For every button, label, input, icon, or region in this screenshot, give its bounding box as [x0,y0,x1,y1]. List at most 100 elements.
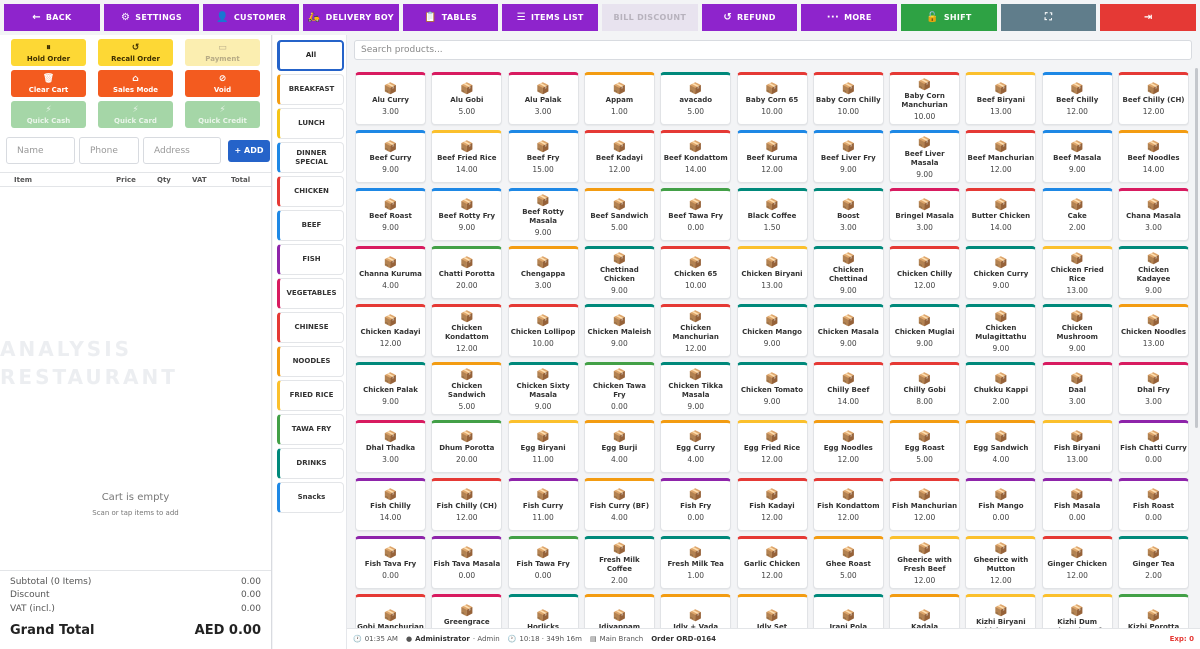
product-card[interactable]: 📦 Fish Curry 11.00 [507,478,579,531]
product-card[interactable]: 📦 Chicken Kadayi 12.00 [355,304,426,357]
category-drinks[interactable]: DRINKS [277,448,344,479]
product-card[interactable]: 📦 Ghee Roast 5.00 [812,536,884,589]
product-card[interactable]: 📦 Fish Chilly (CH) 12.00 [431,478,503,531]
product-card[interactable]: 📦 Baby Corn Manchurian 10.00 [889,72,961,125]
back-button[interactable]: ← BACK [4,4,100,31]
bill-discount-button[interactable]: BILL DISCOUNT [602,4,698,31]
product-card[interactable]: 📦 Beef Masala 9.00 [1041,130,1113,183]
product-card[interactable]: 📦 Boost 3.00 [812,188,884,241]
product-card[interactable]: 📦 Alu Palak 3.00 [507,72,579,125]
product-card[interactable]: 📦 Beef Manchurian 12.00 [965,130,1037,183]
product-card[interactable]: 📦 Fish Chatti Curry 0.00 [1118,420,1189,473]
shift-button[interactable]: 🔓 SHIFT [901,4,997,31]
product-card[interactable]: 📦 Dhal Fry 3.00 [1118,362,1189,415]
product-card[interactable]: 📦 Baby Corn 65 10.00 [736,72,808,125]
product-card[interactable]: 📦 Chukku Kappi 2.00 [965,362,1037,415]
product-card[interactable]: 📦 Chettinad Chicken 9.00 [583,246,655,299]
product-card[interactable]: 📦 Chicken Mulagittathu 9.00 [965,304,1037,357]
product-card[interactable]: 📦 Beef Kondattom 14.00 [660,130,732,183]
product-card[interactable]: 📦 Beef Biryani 13.00 [965,72,1037,125]
product-card[interactable]: 📦 avacado 5.00 [660,72,732,125]
product-card[interactable]: 📦 Fish Kadayi 12.00 [736,478,808,531]
customer-name-input[interactable]: Name [6,137,75,164]
product-card[interactable]: 📦 Egg Fried Rice 12.00 [736,420,808,473]
product-card[interactable]: 📦 Chicken Chilly 12.00 [889,246,961,299]
product-card[interactable]: 📦 Beef Tawa Fry 0.00 [660,188,732,241]
refund-button[interactable]: ↺ REFUND [701,4,798,31]
hold-order-button[interactable]: ⏸ Hold Order [11,39,86,66]
product-card[interactable]: 📦 Baby Corn Chilly 10.00 [812,72,884,125]
category-fried-rice[interactable]: FRIED RICE [277,380,344,411]
product-card[interactable]: 📦 Chicken Biryani 13.00 [736,246,808,299]
product-card[interactable]: 📦 Kadala [889,594,961,628]
product-card[interactable]: 📦 Idiyappam [583,594,655,628]
product-grid-scrollbar[interactable] [1195,68,1198,428]
product-card[interactable]: 📦 Beef Liver Masala 9.00 [889,130,961,183]
product-search-input[interactable]: Search products... [354,40,1192,60]
product-card[interactable]: 📦 Chicken Masala 9.00 [812,304,884,357]
product-card[interactable]: 📦 Chicken Kondattom 12.00 [431,304,503,357]
more-button[interactable]: ··· MORE [801,4,898,31]
product-card[interactable]: 📦 Fish Tava Masala 0.00 [431,536,503,589]
product-card[interactable]: 📦 Butter Chicken 14.00 [965,188,1037,241]
quick-credit-button[interactable]: ⚡ Quick Credit [185,101,260,128]
product-card[interactable]: 📦Kizhi Biryani Chicken 65 [965,594,1037,628]
product-card[interactable]: 📦 Beef Fried Rice 14.00 [431,130,503,183]
product-card[interactable]: 📦 Chicken Chettinad 9.00 [812,246,884,299]
product-card[interactable]: 📦 Beef Noodles 14.00 [1118,130,1189,183]
void-button[interactable]: ⊘ Void [185,70,260,97]
logout-button[interactable]: ⇥ [1100,4,1197,31]
add-customer-button[interactable]: + ADD [228,139,270,162]
product-card[interactable]: 📦 Chicken Muglai 9.00 [889,304,961,357]
fullscreen-button[interactable]: ⛶ [1000,4,1097,31]
product-card[interactable]: 📦 Fish Mango 0.00 [965,478,1037,531]
product-card[interactable]: 📦 Chicken Manchurian 12.00 [660,304,732,357]
product-card[interactable]: 📦 Chatti Porotta 20.00 [431,246,503,299]
settings-button[interactable]: ⚙ SETTINGS [103,4,200,31]
product-card[interactable]: 📦 Chicken Maleish 9.00 [583,304,655,357]
product-card[interactable]: 📦 Idly + Vada [660,594,732,628]
product-card[interactable]: 📦 Chicken Palak 9.00 [355,362,426,415]
product-card[interactable]: 📦 Beef Fry 15.00 [507,130,579,183]
product-card[interactable]: 📦 Chicken Lollipop 10.00 [507,304,579,357]
product-card[interactable]: 📦 Kizhi Porotta [1118,594,1189,628]
category-lunch[interactable]: LUNCH [277,108,344,139]
product-card[interactable]: 📦 Dhal Thadka 3.00 [355,420,426,473]
product-card[interactable]: 📦 Chicken Kadayee 9.00 [1118,246,1189,299]
product-card[interactable]: 📦 Chilly Beef 14.00 [812,362,884,415]
product-card[interactable]: 📦 Beef Kuruma 12.00 [736,130,808,183]
product-card[interactable]: 📦 Beef Chilly (CH) 12.00 [1118,72,1189,125]
product-card[interactable]: 📦 Fish Biryani 13.00 [1041,420,1113,473]
quick-cash-button[interactable]: ⚡ Quick Cash [11,101,86,128]
product-card[interactable]: 📦 Daal 3.00 [1041,362,1113,415]
product-card[interactable]: 📦 Fish Kondattom 12.00 [812,478,884,531]
product-card[interactable]: 📦 Horlicks [507,594,579,628]
product-card[interactable]: 📦 Alu Gobi 5.00 [431,72,503,125]
product-card[interactable]: 📦 Fish Manchurian 12.00 [889,478,961,531]
product-card[interactable]: 📦 Chicken Sandwich 5.00 [431,362,503,415]
product-card[interactable]: 📦 Egg Roast 5.00 [889,420,961,473]
product-card[interactable]: 📦 Egg Curry 4.00 [660,420,732,473]
category-fish[interactable]: FISH [277,244,344,275]
product-card[interactable]: 📦 Fish Fry 0.00 [660,478,732,531]
product-card[interactable]: 📦Greengrace Kuruma [431,594,503,628]
product-card[interactable]: 📦 Chicken Fried Rice 13.00 [1041,246,1113,299]
product-card[interactable]: 📦 Dhum Porotta 20.00 [431,420,503,473]
product-card[interactable]: 📦 Egg Noodles 12.00 [812,420,884,473]
product-card[interactable]: 📦 Chana Masala 3.00 [1118,188,1189,241]
product-card[interactable]: 📦 Fish Curry (BF) 4.00 [583,478,655,531]
product-card[interactable]: 📦 Irani Pola [812,594,884,628]
category-beef[interactable]: BEEF [277,210,344,241]
product-card[interactable]: 📦 Fish Chilly 14.00 [355,478,426,531]
product-card[interactable]: 📦 Channa Kuruma 4.00 [355,246,426,299]
product-card[interactable]: 📦 Alu Curry 3.00 [355,72,426,125]
product-card[interactable]: 📦 Chengappa 3.00 [507,246,579,299]
product-card[interactable]: 📦 Cake 2.00 [1041,188,1113,241]
product-card[interactable]: 📦 Fresh Milk Coffee 2.00 [583,536,655,589]
product-card[interactable]: 📦 Chicken Mushroom 9.00 [1041,304,1113,357]
product-card[interactable]: 📦 Fish Tava Fry 0.00 [355,536,426,589]
customer-button[interactable]: 👤 CUSTOMER [203,4,300,31]
product-card[interactable]: 📦 Garlic Chicken 12.00 [736,536,808,589]
product-card[interactable]: 📦 Beef Chilly 12.00 [1041,72,1113,125]
category-noodles[interactable]: NOODLES [277,346,344,377]
